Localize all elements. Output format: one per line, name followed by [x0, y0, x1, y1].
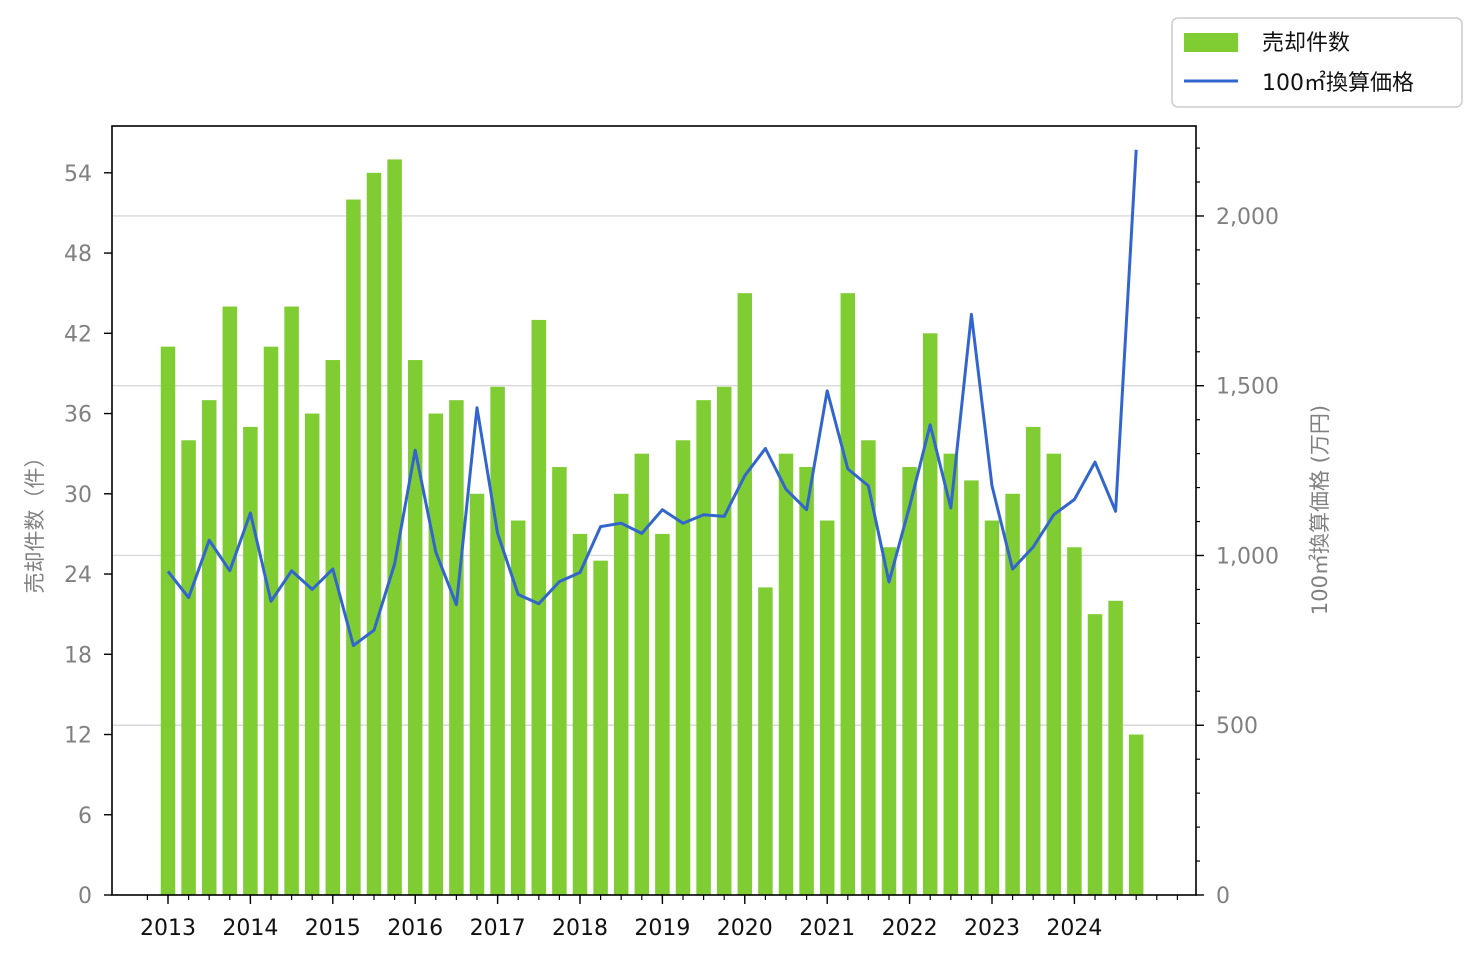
bar-47	[1128, 734, 1144, 895]
bar-39	[964, 480, 979, 895]
y-right-tick-label-1: 500	[1216, 714, 1258, 739]
y-left-tick-label-4: 24	[64, 563, 92, 588]
bar-26	[696, 400, 711, 895]
bar-22	[613, 493, 629, 895]
y-right-tick-label-2: 1,000	[1216, 544, 1279, 569]
price-line	[166, 149, 1138, 647]
bar-11	[387, 159, 402, 895]
x-tick-label-10: 2023	[964, 916, 1020, 941]
legend-box	[1171, 17, 1463, 108]
bar-0	[160, 346, 176, 895]
bar-18	[531, 319, 547, 895]
bar-13	[428, 413, 444, 895]
y-right-tick-label-4: 2,000	[1216, 205, 1279, 230]
bar-series-sales-count	[160, 159, 1144, 896]
bar-29	[758, 587, 773, 895]
bar-2	[201, 400, 217, 895]
bar-33	[840, 293, 856, 895]
bar-27	[716, 386, 732, 895]
x-tick-label-11: 2024	[1046, 916, 1102, 941]
bar-35	[881, 547, 897, 895]
y-left-tick-label-5: 30	[64, 483, 92, 508]
bar-38	[943, 453, 959, 895]
bar-43	[1046, 453, 1062, 895]
y-right-axis-title: 100㎡換算価格 (万円)	[1308, 405, 1332, 615]
bar-21	[593, 560, 608, 895]
legend-swatch-bar	[1184, 33, 1238, 52]
bar-46	[1108, 600, 1123, 895]
bar-31	[799, 467, 814, 895]
y-right-tick-label-3: 1,500	[1216, 375, 1279, 400]
y-left-axis-title: 売却件数（件）	[23, 447, 47, 594]
y-left-tick-label-0: 0	[78, 884, 92, 909]
bar-6	[284, 306, 299, 895]
legend: 売却件数 100㎡換算価格	[1171, 17, 1463, 108]
bar-5	[263, 346, 279, 895]
bar-34	[861, 440, 876, 895]
bar-16	[490, 386, 505, 895]
x-tick-label-2: 2015	[305, 916, 361, 941]
bar-17	[510, 520, 526, 895]
x-tick-label-5: 2018	[552, 916, 608, 941]
y-left-tick-label-6: 36	[64, 403, 92, 428]
x-tick-label-4: 2017	[470, 916, 526, 941]
y-left-tick-label-2: 12	[64, 724, 92, 749]
x-tick-label-7: 2020	[717, 916, 773, 941]
bar-42	[1025, 426, 1041, 895]
y-left-tick-label-7: 42	[64, 322, 92, 347]
bar-1	[181, 440, 196, 895]
bar-32	[819, 520, 835, 895]
bar-20	[572, 533, 588, 895]
legend-label-sales-count: 売却件数	[1262, 31, 1350, 56]
plot-area-frame	[111, 125, 1197, 896]
x-tick-label-1: 2014	[222, 916, 278, 941]
x-tick-label-6: 2019	[634, 916, 690, 941]
y-left-tick-label-8: 48	[64, 242, 92, 267]
y-left-tick-label-3: 18	[64, 643, 92, 668]
x-tick-label-3: 2016	[387, 916, 443, 941]
y-left-tick-label-9: 54	[64, 162, 92, 187]
x-tick-label-8: 2021	[799, 916, 855, 941]
bar-40	[984, 520, 1000, 895]
bar-23	[634, 453, 650, 895]
x-tick-label-9: 2022	[882, 916, 938, 941]
x-tick-label-0: 2013	[140, 916, 196, 941]
y-left-tick-label-1: 6	[78, 804, 92, 829]
y-right-tick-label-0: 0	[1216, 884, 1230, 909]
bar-9	[346, 199, 361, 895]
bar-41	[1005, 493, 1020, 895]
bar-36	[902, 467, 917, 895]
bar-45	[1087, 614, 1103, 895]
bar-25	[675, 440, 691, 895]
bar-4	[243, 426, 258, 895]
bar-3	[222, 306, 238, 895]
bar-15	[469, 493, 485, 895]
line-series-price	[166, 149, 1138, 647]
legend-label-price: 100㎡換算価格	[1262, 70, 1414, 96]
bar-14	[449, 400, 464, 895]
bar-10	[366, 172, 382, 895]
bar-19	[552, 467, 567, 895]
bar-12	[407, 360, 423, 896]
bar-8	[325, 360, 341, 896]
bar-28	[737, 293, 753, 895]
bar-7	[304, 413, 320, 895]
bar-37	[922, 333, 938, 895]
axes: 0 6 12 18 24 30 36 42 48 54 0 500 1,000 1,500 2,000 201…	[64, 147, 1279, 941]
bar-44	[1067, 547, 1082, 895]
bar-30	[778, 453, 794, 895]
bar-24	[655, 533, 670, 895]
